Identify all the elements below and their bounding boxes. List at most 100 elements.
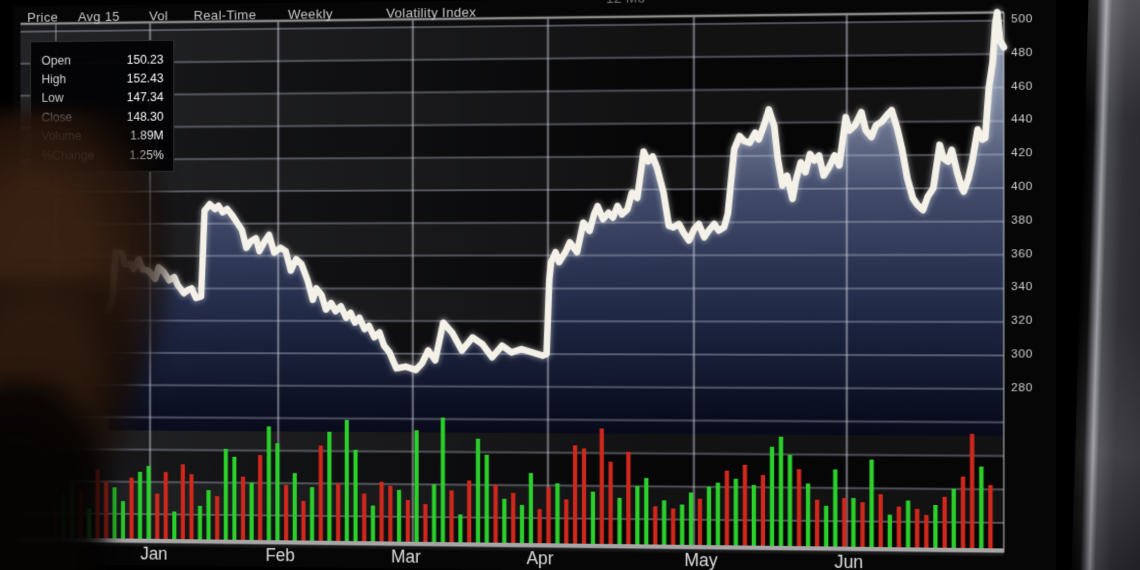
quote-value: 1.89M — [130, 128, 164, 143]
volume-bar — [467, 480, 472, 543]
volume-bar — [494, 485, 499, 544]
quote-row: %Change 1.25% — [42, 145, 164, 165]
volume-bar — [537, 508, 542, 543]
price-axis-label: 380 — [1011, 214, 1033, 227]
month-label-feb: Feb — [265, 545, 295, 566]
menu-item-real-time[interactable]: Real-Time — [193, 7, 257, 23]
volume-bar — [344, 419, 349, 542]
volume-bar — [988, 484, 993, 549]
volume-bar — [458, 514, 463, 543]
stock-chart-screen: Price Avg 15 Vol Real-Time Weekly Volatility … — [12, 0, 1056, 570]
volume-bar — [485, 455, 490, 544]
volume-bar — [112, 487, 117, 539]
month-label-jan: Jan — [140, 543, 168, 564]
volume-bar — [688, 492, 694, 545]
volume-bar — [635, 485, 640, 545]
volume-bar — [842, 497, 847, 547]
volume-bar — [545, 486, 550, 543]
volume-bar — [379, 481, 384, 542]
menu-item-price[interactable]: Price — [27, 9, 59, 25]
volume-bar — [860, 502, 865, 547]
price-area-fill — [108, 12, 1004, 437]
volume-bar — [914, 508, 920, 548]
volume-bar — [724, 470, 730, 546]
volume-bars — [61, 417, 993, 549]
menu-item-vol[interactable]: Vol — [149, 8, 169, 24]
quote-value: 147.34 — [126, 90, 164, 105]
volume-bar — [336, 483, 341, 541]
month-label-jun: Jun — [834, 551, 864, 570]
volume-bar — [87, 508, 92, 539]
quote-row: Open 150.23 — [42, 50, 164, 70]
volume-bar — [662, 500, 667, 545]
volume-bar — [318, 445, 323, 541]
volume-bar — [301, 500, 306, 541]
volume-bar — [146, 465, 151, 539]
volume-bar — [528, 472, 533, 543]
volume-bar — [887, 514, 892, 548]
volume-bar — [644, 478, 649, 545]
volume-bar — [564, 499, 569, 544]
quote-value: 150.23 — [126, 52, 164, 67]
volume-bar — [896, 506, 902, 548]
volume-bar — [327, 431, 332, 541]
volume-bar — [796, 469, 802, 547]
volume-bar — [104, 481, 109, 539]
price-axis-label: 300 — [1011, 348, 1033, 361]
volume-bar — [511, 493, 516, 544]
volume-bar — [215, 496, 220, 540]
volume-bar — [751, 484, 757, 546]
volume-bar — [70, 479, 75, 538]
volume-bar — [697, 498, 703, 546]
volume-bar — [414, 430, 419, 542]
volume-bar — [680, 504, 685, 545]
menu-item-avg-15[interactable]: Avg 15 — [77, 8, 120, 25]
volume-bar — [258, 455, 263, 541]
volume-bar — [905, 500, 911, 548]
quote-label: High — [41, 72, 67, 87]
quote-row: Low 147.34 — [42, 88, 164, 108]
quote-panel: Open 150.23 High 152.43 Low 147.34 Close 148.30… — [30, 39, 175, 173]
volume-bar — [608, 461, 613, 545]
volume-bar — [924, 514, 929, 548]
volume-bar — [449, 490, 454, 543]
quote-row: High 152.43 — [42, 69, 164, 89]
volume-bar — [232, 456, 237, 540]
menu-item-12-mo[interactable]: 12 Mo — [606, 0, 645, 6]
quote-label: Volume — [41, 129, 82, 144]
volume-bar — [590, 491, 596, 544]
price-axis-label: 320 — [1011, 314, 1033, 328]
volume-bar — [942, 496, 947, 548]
volume-bar — [189, 474, 194, 540]
volume-bar — [824, 505, 829, 547]
volume-bar — [715, 482, 721, 546]
quote-label: Open — [41, 53, 71, 68]
menu-item-volatility-index[interactable]: Volatility Index — [386, 4, 477, 21]
volume-bar — [979, 466, 984, 549]
chart-surface[interactable] — [13, 0, 1056, 570]
volume-bar — [581, 448, 587, 544]
volume-bar — [833, 469, 838, 547]
volume-bar — [787, 454, 793, 547]
quote-row: Volume 1.89M — [42, 126, 164, 146]
volume-bar — [933, 504, 938, 548]
volume-bar — [163, 472, 168, 540]
volume-bar — [878, 494, 883, 548]
quote-label: Close — [41, 110, 73, 125]
price-axis-label: 440 — [1011, 113, 1033, 127]
volume-bar — [423, 504, 428, 542]
volume-bar — [129, 477, 134, 539]
month-label-mar: Mar — [390, 546, 421, 567]
volume-bar — [960, 476, 966, 548]
volume-bar — [805, 483, 811, 547]
volume-bar — [519, 504, 525, 544]
quote-label: Low — [41, 91, 64, 106]
price-axis-label: 480 — [1011, 46, 1033, 60]
volume-bar — [431, 484, 437, 543]
volume-bar — [310, 487, 315, 541]
foreground-monitor-edge-sheen — [1071, 0, 1140, 570]
menu-item-weekly[interactable]: Weekly — [287, 6, 333, 22]
volume-bar — [733, 478, 738, 546]
volume-bar — [440, 417, 445, 543]
volume-bar — [778, 436, 784, 546]
